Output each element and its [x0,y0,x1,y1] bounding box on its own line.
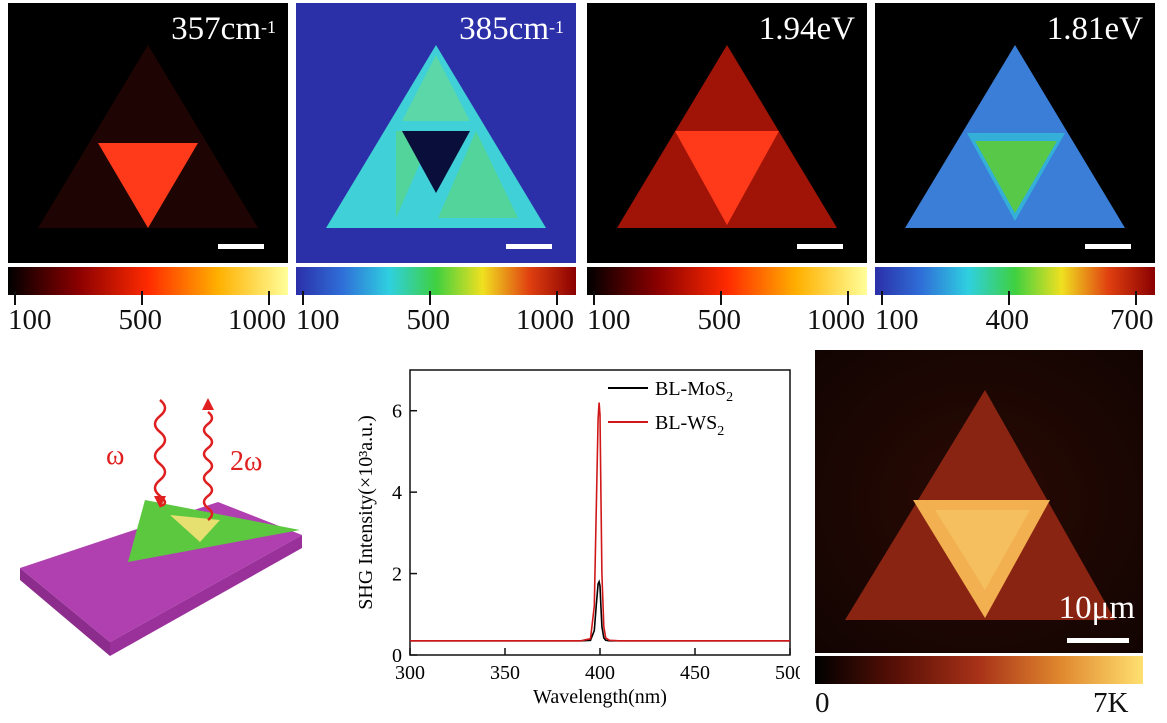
shg-colorbar-max: 7K [1093,687,1129,719]
colorbar-tick-label: 100 [875,304,919,336]
y-tick-label: 2 [392,564,402,586]
map-label-main: 1.81eV [1046,11,1143,47]
map-image-3 [587,3,867,263]
map-panel-3: 1.94eV [587,3,867,263]
map-label-main: 357cm [171,11,261,47]
colorbar-tick-label: 400 [985,304,1030,336]
colorbar-tick-label: 500 [118,304,163,336]
substrate-side [20,568,110,656]
colorbar-tick [14,291,16,305]
omega-label: ω [106,440,124,471]
shg-schematic: ω 2ω [10,380,310,670]
colorbar-tick [429,291,431,305]
colorbar-tick-label: 100 [8,304,52,336]
shg-colorbar [815,656,1143,684]
x-tick-label: 350 [490,662,520,684]
colorbar-tick-label: 1000 [516,304,574,336]
x-axis-label: Wavelength(nm) [533,686,667,708]
colorbar-tick [268,291,270,305]
series-line-2 [410,402,790,642]
colorbar-tick-label: 500 [406,304,451,336]
legend-label-1: BL-MoS2 [655,378,733,405]
scale-bar-3 [797,244,843,249]
map-image-1 [8,3,288,263]
x-tick-label: 300 [395,662,425,684]
shg-scale-label: 10μm [1058,590,1135,626]
colorbar-tick [1008,291,1010,305]
colorbar-tick-label: 1000 [807,304,865,336]
shg-map-image [815,350,1143,653]
shg-arrowhead [202,398,214,410]
colorbar-tick [847,291,849,305]
substrate-front [110,535,302,656]
x-tick-label: 400 [585,662,615,684]
map-label-superscript: -1 [261,17,276,37]
series-line-1 [410,579,790,642]
colorbar-tick [720,291,722,305]
colorbar-3 [587,267,867,295]
map-panel-1: 357cm-1 [8,3,288,263]
shg-scale-bar [1067,638,1129,643]
y-tick-label: 4 [392,482,402,504]
map-label-main: 1.94eV [758,11,855,47]
map-image-4 [875,3,1155,263]
y-tick-label: 6 [392,401,402,423]
map-label-4: 1.81eV [1047,11,1143,47]
map-panel-2: 385cm-1 [296,3,576,263]
colorbar-tick-label: 100 [587,304,631,336]
map-label-2: 385cm-1 [459,11,564,47]
scale-bar-2 [506,244,552,249]
colorbar-tick [593,291,595,305]
two-omega-label: 2ω [230,446,262,477]
map-label-main: 385cm [459,11,549,47]
shg-intensity-map: 10μm [815,350,1143,653]
incident-beam [153,399,167,508]
colorbar-tick [302,291,304,305]
colorbar-tick [1135,291,1137,305]
legend-subscript: 2 [726,390,733,405]
colorbar-tick [881,291,883,305]
legend-subscript: 2 [717,424,724,439]
colorbar-tick [556,291,558,305]
map-label-3: 1.94eV [759,11,855,47]
colorbar-1 [8,267,288,295]
y-axis-label: SHG Intensity(×10³a.u.) [355,415,377,609]
x-tick-label: 450 [680,662,710,684]
x-tick-label: 500 [775,662,800,684]
colorbar-tick [141,291,143,305]
legend-label-2: BL-WS2 [655,412,724,439]
map-image-2 [296,3,576,263]
bilayer-region [170,515,220,542]
schematic-drawing: ω 2ω [20,398,302,656]
colorbar-tick-label: 100 [296,304,340,336]
colorbar-4 [875,267,1155,295]
map-panel-4: 1.81eV [875,3,1155,263]
y-tick-label: 0 [392,645,402,667]
shg-beam [202,411,214,521]
colorbar-2 [296,267,576,295]
chart-svg: 300 350 400 450 500 0 2 4 6 Wavelength(nm) SHG Int… [355,369,805,708]
colorbar-tick-label: 1000 [228,304,286,336]
scale-bar-4 [1085,244,1131,249]
map-label-superscript: -1 [549,17,564,37]
shg-colorbar-min: 0 [815,687,830,719]
scale-bar-1 [218,244,264,249]
legend-name: BL-WS [655,412,717,434]
shg-spectrum-chart: 300 350 400 450 500 0 2 4 6 Wavelength(nm) SHG Int… [340,350,805,718]
colorbar-tick-label: 700 [1110,304,1154,336]
map-label-1: 357cm-1 [171,11,276,47]
incident-arrowhead [154,496,166,508]
legend-name: BL-MoS [655,378,726,400]
colorbar-tick-label: 500 [697,304,742,336]
